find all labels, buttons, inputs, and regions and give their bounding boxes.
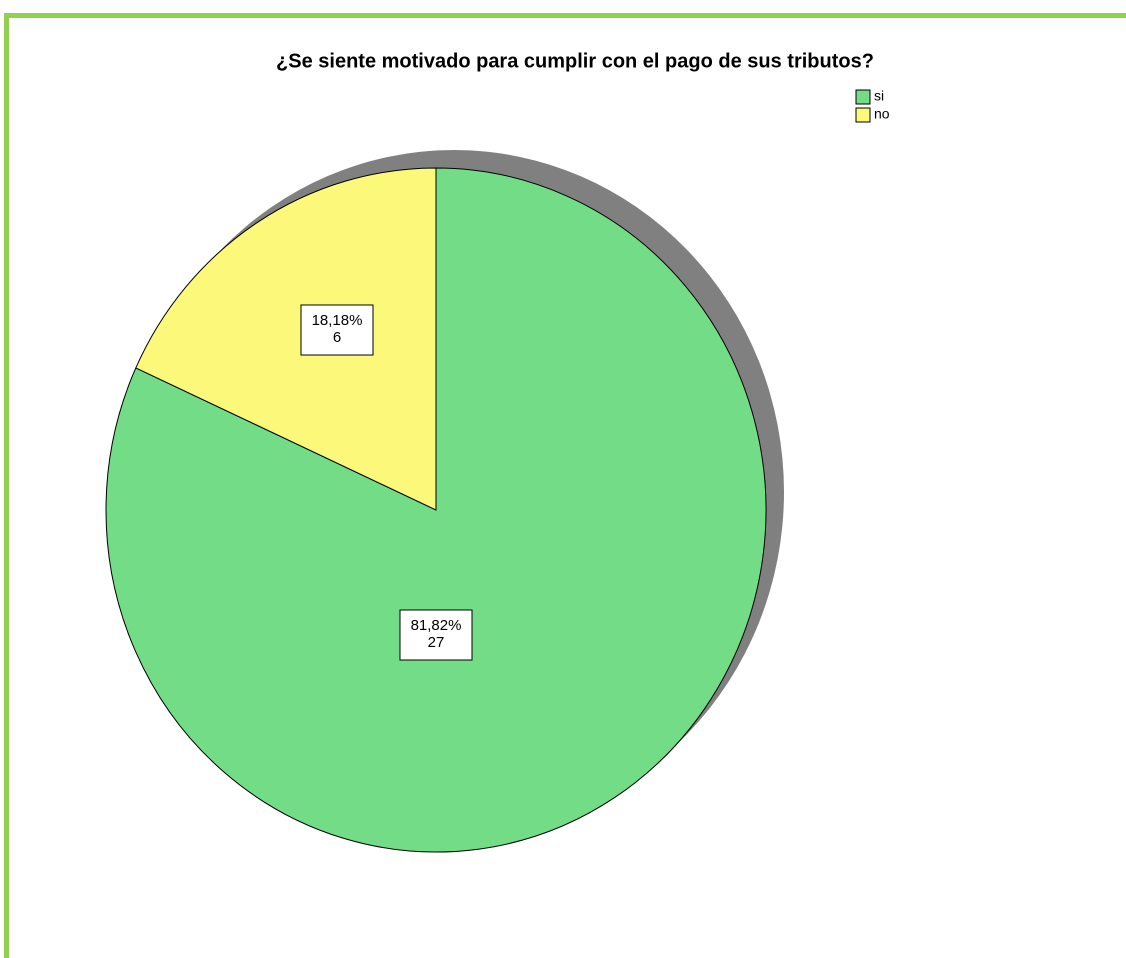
legend-label: no — [874, 106, 890, 122]
data-label-box — [399, 609, 473, 661]
data-label-percent: 81,82% — [411, 617, 462, 634]
data-label-box — [300, 304, 374, 356]
chart-title: ¿Se siente motivado para cumplir con el … — [276, 50, 874, 72]
data-label-count: 6 — [333, 329, 341, 346]
legend-swatch — [855, 89, 871, 105]
legend-swatch — [855, 107, 871, 123]
data-label-count: 27 — [428, 634, 445, 651]
pie-slice — [135, 167, 437, 511]
frame — [4, 13, 1126, 958]
data-label-percent: 18,18% — [312, 312, 363, 329]
legend-label: si — [874, 88, 884, 104]
